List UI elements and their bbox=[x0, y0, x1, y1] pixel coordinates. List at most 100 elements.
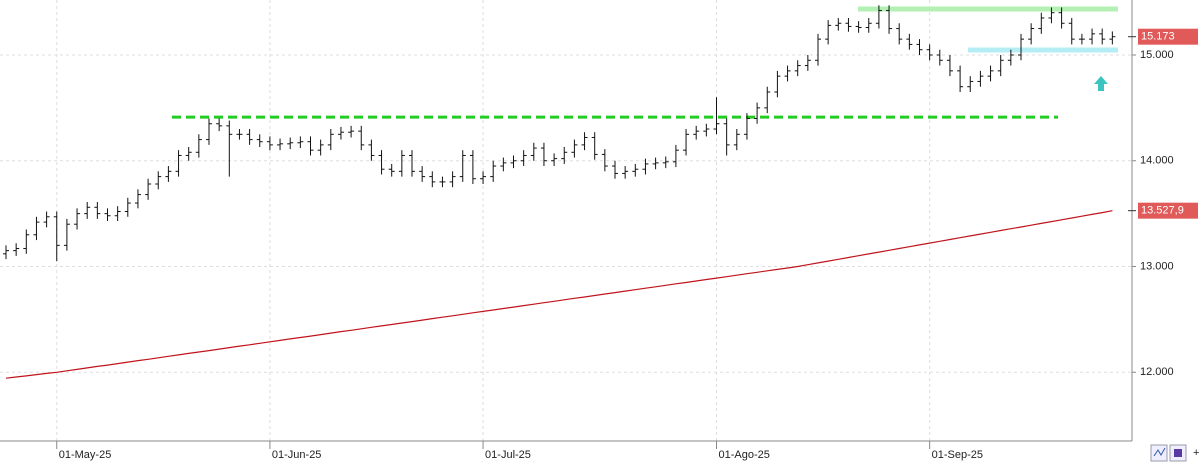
ohlc-bar bbox=[134, 189, 141, 209]
ohlc-bar bbox=[642, 158, 649, 175]
ohlc-bar bbox=[74, 208, 81, 230]
ohlc-bar bbox=[591, 132, 598, 160]
price-label-box bbox=[1138, 28, 1198, 45]
toolbar[interactable]: + bbox=[1150, 444, 1199, 462]
ohlc-bar bbox=[794, 60, 801, 77]
ohlc-bar bbox=[530, 142, 537, 161]
ohlc-bar bbox=[1028, 23, 1035, 45]
ohlc-bar bbox=[957, 65, 964, 93]
ohlc-bar bbox=[540, 142, 547, 167]
ohlc-bar bbox=[378, 150, 385, 175]
x-tick-label: 01-May-25 bbox=[59, 449, 112, 461]
ohlc-bar bbox=[581, 132, 588, 151]
ohlc-bar bbox=[216, 118, 223, 132]
ohlc-bar bbox=[23, 229, 30, 254]
ohlc-bar bbox=[124, 197, 131, 217]
icon bbox=[1153, 447, 1166, 457]
ohlc-bar bbox=[175, 150, 182, 177]
ohlc-bar bbox=[987, 65, 994, 82]
ohlc-bar bbox=[13, 243, 20, 256]
ohlc-bar bbox=[195, 134, 202, 158]
ohlc-bar bbox=[449, 171, 456, 188]
ohlc-bar bbox=[500, 157, 507, 172]
ohlc-bar bbox=[997, 54, 1004, 77]
ohlc-bar bbox=[490, 160, 497, 182]
ohlc-bar bbox=[845, 17, 852, 32]
ohlc-bar bbox=[672, 144, 679, 168]
ohlc-bar bbox=[1038, 12, 1045, 34]
ohlc-bar bbox=[297, 136, 304, 149]
ohlc-bar bbox=[480, 171, 487, 185]
ohlc-bar bbox=[368, 139, 375, 161]
ohlc-bar bbox=[1068, 17, 1075, 45]
x-tick-label: 01-Jul-25 bbox=[485, 449, 531, 461]
ohlc-bar bbox=[723, 118, 730, 156]
ohlc-bar bbox=[419, 166, 426, 182]
ohlc-bar bbox=[185, 147, 192, 161]
moving-average bbox=[5, 210, 1113, 379]
y-tick-label: 13.000 bbox=[1140, 260, 1174, 272]
ohlc-bar bbox=[145, 178, 152, 200]
ohlc-bar bbox=[266, 136, 273, 151]
ohlc-bar bbox=[358, 125, 365, 151]
ohlc-bar bbox=[896, 23, 903, 45]
ohlc-bar bbox=[683, 129, 690, 156]
ohlc-bar bbox=[835, 17, 842, 31]
ohlc-bar bbox=[875, 5, 882, 29]
ohlc-bar bbox=[946, 54, 953, 77]
ohlc-bar bbox=[713, 97, 720, 135]
ohlc-bar bbox=[1089, 28, 1096, 45]
ohlc-bar bbox=[277, 138, 284, 151]
price-label-box bbox=[1138, 202, 1198, 219]
ohlc-bar bbox=[1048, 7, 1055, 24]
ohlc-bar bbox=[815, 33, 821, 66]
ohlc-bar bbox=[926, 44, 933, 61]
ohlc-bar bbox=[53, 211, 60, 262]
ohlc-bar bbox=[825, 20, 832, 45]
price-label: 15.173 bbox=[1141, 31, 1175, 43]
ohlc-bar bbox=[1078, 33, 1085, 45]
ohlc-bar bbox=[3, 245, 9, 260]
ohlc-bar bbox=[520, 150, 527, 167]
ohlc-bar bbox=[63, 218, 70, 251]
ohlc-bar bbox=[977, 70, 984, 87]
ohlc-bar bbox=[774, 70, 781, 98]
ohlc-bar bbox=[886, 5, 893, 34]
ohlc-bar bbox=[764, 86, 771, 114]
ohlc-bar bbox=[703, 123, 710, 137]
ohlc-bar bbox=[206, 118, 212, 145]
ohlc-bar bbox=[865, 17, 872, 33]
ohlc-bar bbox=[409, 150, 415, 177]
ohlc-bar bbox=[307, 136, 314, 156]
ohlc-bar bbox=[632, 163, 639, 177]
y-tick-label: 15.000 bbox=[1140, 49, 1174, 61]
ohlc-bar bbox=[622, 166, 629, 179]
ohlc-bar bbox=[804, 54, 811, 71]
ohlc-bar bbox=[104, 208, 111, 222]
ohlc-bar bbox=[1018, 33, 1024, 61]
x-tick-label: 01-Ago-25 bbox=[719, 449, 770, 461]
ohlc-bar bbox=[662, 156, 669, 169]
ohlc-bar bbox=[317, 139, 324, 156]
ohlc-bar bbox=[1058, 7, 1065, 29]
ohlc-bar bbox=[114, 206, 121, 222]
ohlc-bar bbox=[429, 171, 436, 188]
ohlc-bar bbox=[43, 211, 50, 228]
ohlc-bar bbox=[916, 39, 923, 55]
ohlc-bar bbox=[652, 157, 659, 170]
button[interactable] bbox=[1150, 444, 1168, 462]
x-tick-label: 01-Sep-25 bbox=[932, 449, 983, 461]
ohlc-bar bbox=[226, 120, 233, 177]
ohlc-bar bbox=[1099, 28, 1106, 45]
ohlc-bar bbox=[84, 201, 91, 219]
ohlc-bar bbox=[459, 150, 466, 182]
price-label: 13.527,9 bbox=[1141, 205, 1184, 217]
ohlc-bar bbox=[165, 166, 172, 182]
ohlc-bar bbox=[469, 150, 476, 185]
icon[interactable]: + bbox=[1193, 447, 1199, 459]
ohlc-bar bbox=[936, 49, 943, 66]
ohlc-bar bbox=[733, 129, 740, 151]
ohlc-bar bbox=[551, 153, 558, 167]
ohlc-bar bbox=[571, 139, 578, 158]
